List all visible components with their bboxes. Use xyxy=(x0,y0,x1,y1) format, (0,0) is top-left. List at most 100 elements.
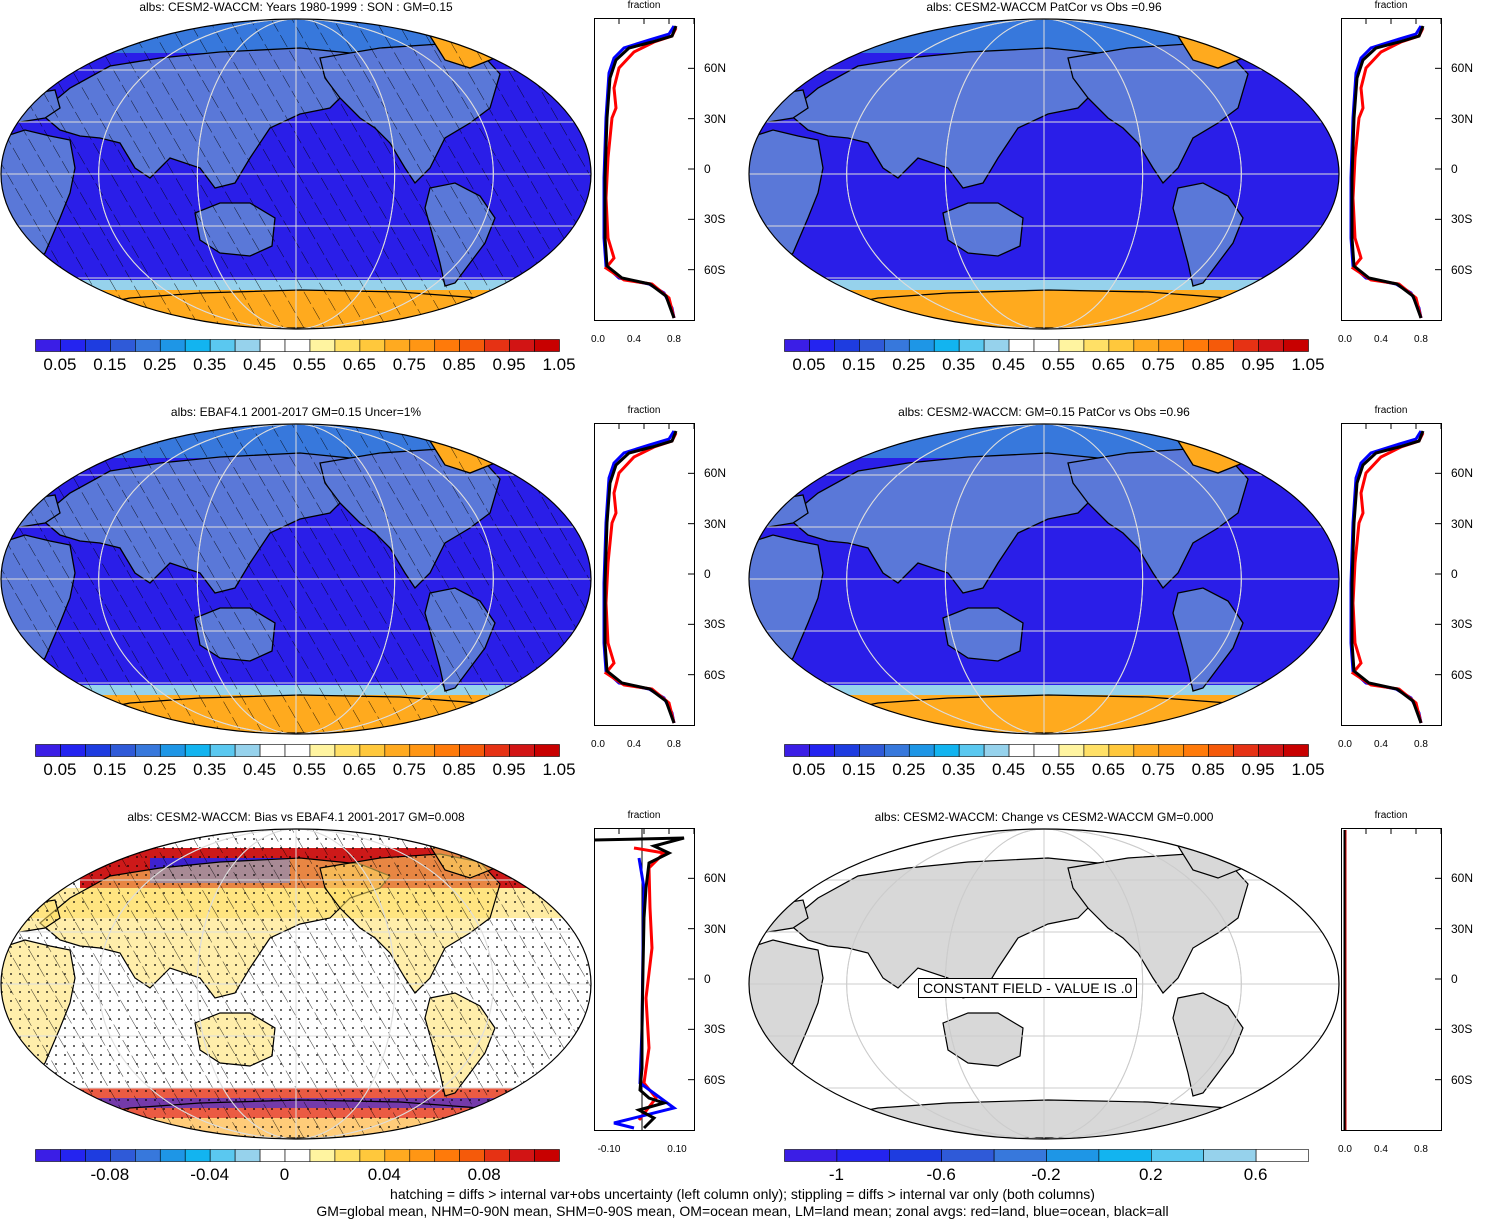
colorbar xyxy=(784,1149,1309,1162)
colorbar-swatch xyxy=(859,744,885,757)
colorbar-label: 0 xyxy=(279,1165,290,1184)
colorbar-label: 0.08 xyxy=(467,1165,501,1184)
colorbar-swatch xyxy=(259,744,286,757)
lat-label-60n: 60N xyxy=(704,61,727,76)
zonal-xtick: 0.0 xyxy=(591,334,605,345)
lat-label-60n: 60N xyxy=(1451,466,1474,481)
continent-australia xyxy=(942,202,1024,257)
colorbar-label: 0.35 xyxy=(942,355,976,374)
zonal-xtick: 0.0 xyxy=(1338,1144,1352,1155)
colorbar-swatch xyxy=(884,744,910,757)
lat-label-60s: 60S xyxy=(1451,262,1473,277)
zonal-xtick: 0.4 xyxy=(1374,739,1388,750)
colorbar xyxy=(35,1149,560,1162)
colorbar-swatch xyxy=(1033,339,1060,352)
colorbar-swatch xyxy=(60,1149,86,1162)
colorbar-swatch xyxy=(836,1149,890,1162)
lat-label-30n: 30N xyxy=(704,921,727,936)
zonal-xtick: -0.10 xyxy=(597,1144,621,1155)
map-border xyxy=(0,18,592,330)
continent-australia xyxy=(942,607,1024,662)
map-border xyxy=(748,828,1340,1140)
colorbar-label: 0.95 xyxy=(492,355,526,374)
lat-label-0: 0 xyxy=(1451,567,1458,581)
colorbar-swatch xyxy=(1083,339,1110,352)
colorbar-swatch xyxy=(135,339,161,352)
colorbar-swatch xyxy=(983,744,1010,757)
colorbar-swatch xyxy=(534,744,560,757)
colorbar-label: 0.35 xyxy=(193,760,227,779)
colorbar-swatch xyxy=(509,744,535,757)
zonal-xtick: 0.8 xyxy=(1414,334,1428,345)
colorbar-swatch xyxy=(60,339,86,352)
colorbar-label: 0.45 xyxy=(243,760,277,779)
colorbar-swatch xyxy=(384,339,411,352)
colorbar-swatch xyxy=(409,744,436,757)
colorbar-swatch xyxy=(509,1149,535,1162)
colorbar-swatch xyxy=(284,339,311,352)
panel-title: albs: CESM2-WACCM: Years 1980-1999 : SON… xyxy=(139,0,453,14)
colorbar-swatch xyxy=(809,744,835,757)
panel-title: albs: CESM2-WACCM: Change vs CESM2-WACCM… xyxy=(874,810,1214,824)
zonal-mean-plot xyxy=(1341,18,1442,321)
colorbar-swatch xyxy=(983,339,1010,352)
colorbar-label: 0.55 xyxy=(1041,760,1076,779)
colorbar-label: -0.2 xyxy=(1031,1165,1061,1184)
lat-label-30s: 30S xyxy=(1451,212,1473,227)
colorbar-swatch xyxy=(35,339,61,352)
lat-label-30n: 30N xyxy=(1451,516,1474,531)
colorbar-swatch xyxy=(834,339,860,352)
zonal-xtick: 0.10 xyxy=(667,1144,687,1155)
lat-label-30n: 30N xyxy=(1451,111,1474,126)
colorbar-swatch xyxy=(1083,744,1110,757)
zonal-xtick: 0.8 xyxy=(1414,739,1428,750)
colorbar-swatch xyxy=(933,339,960,352)
colorbar-swatch xyxy=(159,1149,186,1162)
colorbar-swatch xyxy=(1108,744,1135,757)
colorbar-label: 1.05 xyxy=(1291,355,1325,374)
map-border xyxy=(0,423,592,735)
colorbar-swatch xyxy=(234,339,261,352)
colorbar-label: 0.35 xyxy=(942,760,976,779)
colorbar-swatch xyxy=(1258,744,1284,757)
colorbar-label: 0.85 xyxy=(442,760,476,779)
colorbar-swatch xyxy=(159,339,186,352)
colorbar-label: 0.25 xyxy=(143,355,177,374)
colorbar-swatch xyxy=(234,744,261,757)
zonal-mean-plot xyxy=(594,423,695,726)
colorbar-swatch xyxy=(334,744,361,757)
map-p2 xyxy=(748,18,1340,330)
zonal-xtick: 0.8 xyxy=(667,739,681,750)
constant-field-note: CONSTANT FIELD - VALUE IS .0 xyxy=(918,978,1138,998)
colorbar-swatch xyxy=(309,339,336,352)
colorbar-swatch xyxy=(1233,744,1259,757)
colorbar-swatch xyxy=(1058,744,1085,757)
colorbar-swatch xyxy=(1255,1149,1309,1162)
map-border xyxy=(748,423,1340,735)
colorbar-swatch xyxy=(409,339,436,352)
colorbar-swatch xyxy=(1208,744,1234,757)
lat-label-60s: 60S xyxy=(704,1072,726,1087)
colorbar-label: 0.45 xyxy=(992,760,1026,779)
colorbar-swatch xyxy=(1008,339,1035,352)
colorbar-swatch xyxy=(958,744,985,757)
colorbar-swatch xyxy=(1283,744,1309,757)
colorbar-label: 0.75 xyxy=(392,355,426,374)
continent-australia xyxy=(942,1012,1024,1067)
lat-label-0: 0 xyxy=(704,162,711,176)
colorbar-swatch xyxy=(209,339,236,352)
lat-label-0: 0 xyxy=(704,567,711,581)
colorbar-label: 0.65 xyxy=(342,355,376,374)
colorbar-label: 0.05 xyxy=(43,760,77,779)
colorbar-swatch xyxy=(784,744,810,757)
colorbar-swatch xyxy=(859,339,885,352)
map-p1 xyxy=(0,18,592,330)
colorbar-swatch xyxy=(184,1149,211,1162)
map-p4 xyxy=(748,423,1340,735)
colorbar-label: 0.55 xyxy=(292,760,327,779)
continent-samerica xyxy=(1172,587,1244,692)
zonal-xtick: 0.0 xyxy=(1338,739,1352,750)
continent-asia xyxy=(786,47,1140,189)
colorbar-label: 0.45 xyxy=(243,355,277,374)
colorbar-swatch xyxy=(334,1149,361,1162)
